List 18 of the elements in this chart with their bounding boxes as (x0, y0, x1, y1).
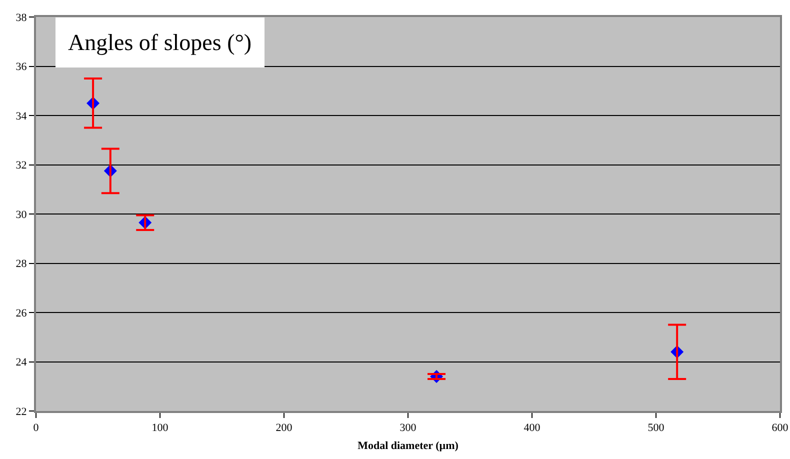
x-tick-label: 400 (524, 422, 541, 434)
x-tick-label: 0 (33, 422, 40, 434)
y-tick-label: 32 (16, 160, 27, 172)
y-tick-label: 26 (16, 307, 28, 320)
y-tick-label: 30 (16, 208, 28, 221)
y-tick-label: 34 (16, 110, 28, 122)
y-tick-label: 28 (16, 258, 28, 270)
x-axis-title: Modal diameter (µm) (358, 440, 459, 452)
x-tick-label: 300 (400, 422, 417, 434)
y-tick-label: 38 (16, 12, 28, 24)
x-tick-label: 600 (772, 422, 789, 434)
text: Angles of slopes (°) (68, 30, 252, 55)
x-tick-label: 100 (152, 422, 169, 434)
x-tick-label: 200 (276, 422, 293, 434)
y-tick-label: 22 (16, 406, 27, 418)
x-tick-label: 500 (648, 422, 665, 434)
y-tick-label: 36 (16, 61, 28, 74)
y-tick-label: 24 (16, 356, 28, 369)
